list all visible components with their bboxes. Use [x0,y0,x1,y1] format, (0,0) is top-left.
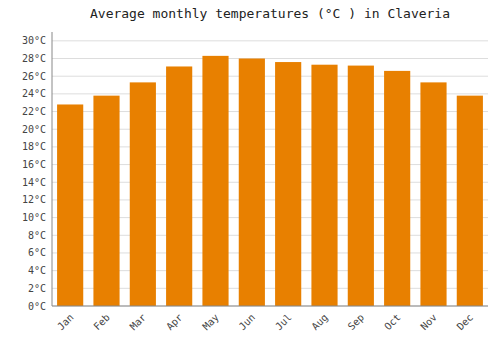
y-tick-label: 28°C [22,53,46,64]
y-tick-label: 4°C [28,265,46,276]
bar [93,96,119,306]
y-tick-label: 2°C [28,283,46,294]
grid-line [52,306,488,307]
bar [239,59,265,306]
x-axis-line [52,306,488,307]
y-tick-label: 10°C [22,212,46,223]
y-axis-line [52,32,53,306]
bar [202,56,228,306]
x-tick-label: Dec [455,312,476,333]
chart-container: Average monthly temperatures (°C ) in Cl… [0,0,500,350]
x-tick-label: Mar [128,312,149,333]
y-tick-label: 18°C [22,141,46,152]
x-tick-label: Nov [418,312,439,333]
grid-line [52,76,488,77]
y-tick-label: 0°C [28,301,46,312]
bar [311,65,337,306]
y-tick-label: 12°C [22,194,46,205]
y-tick-label: 8°C [28,230,46,241]
bar [57,104,83,306]
bar [348,66,374,306]
y-tick-label: 24°C [22,88,46,99]
x-tick-label: Jun [237,312,258,333]
y-tick-label: 14°C [22,177,46,188]
grid-line [52,58,488,59]
bar [275,62,301,306]
bar [457,96,483,306]
y-tick-label: 26°C [22,71,46,82]
x-tick-label: Oct [382,312,403,333]
x-tick-label: Sep [346,312,367,333]
y-tick-label: 16°C [22,159,46,170]
chart: Average monthly temperatures (°C ) in Cl… [0,0,500,350]
y-tick-label: 6°C [28,247,46,258]
x-tick-label: Apr [164,312,185,333]
bars [57,56,483,306]
title: Average monthly temperatures (°C ) in Cl… [90,6,450,21]
bar [166,66,192,306]
x-tick-label: Feb [91,312,112,333]
x-tick-label: Jul [273,312,294,333]
y-tick-label: 22°C [22,106,46,117]
x-tick-label: Jan [55,312,76,333]
grid-line [52,40,488,41]
bar [420,82,446,306]
y-tick-label: 20°C [22,124,46,135]
x-axis: Jan Feb Mar Apr May Jun Jul Aug Sep Oct Nov Dec [55,312,475,333]
bar [384,71,410,306]
x-tick-label: Aug [309,312,330,333]
y-tick-label: 30°C [22,35,46,46]
y-axis: 0°C 2°C 4°C 6°C 8°C 10°C 12°C 14°C 16°C 18°C 20°C 2… [22,35,488,311]
bar [130,82,156,306]
x-tick-label: May [200,312,221,333]
